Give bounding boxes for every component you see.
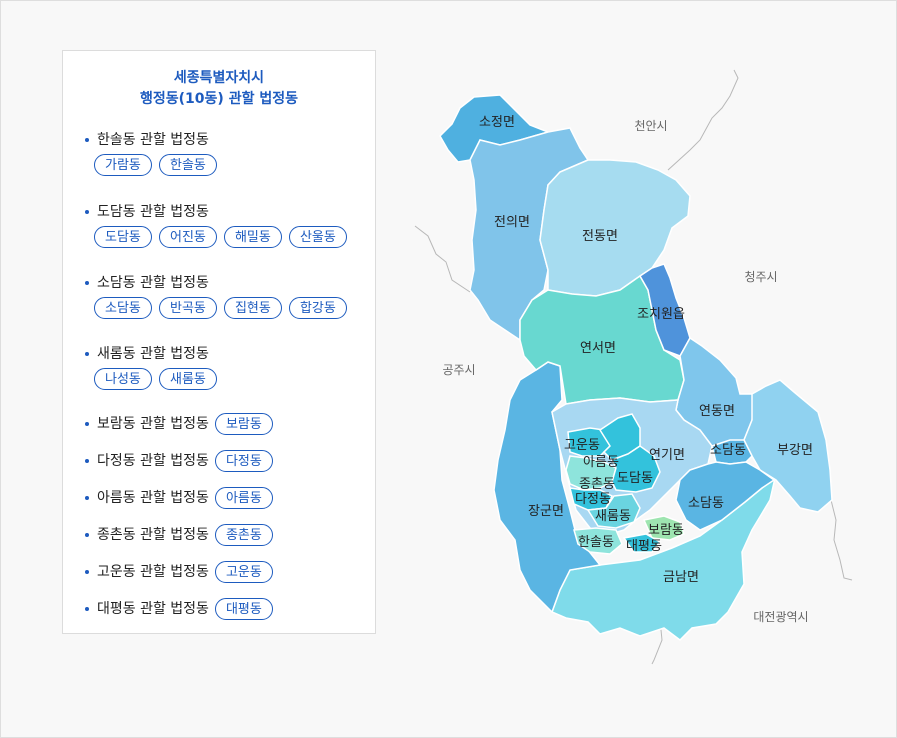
region-dodam[interactable] xyxy=(610,445,661,493)
panel-title-line2: 행정동(10동) 관할 법정동 xyxy=(140,91,298,107)
chip-hapgang[interactable]: 합강동 xyxy=(288,297,347,319)
chip-hansol[interactable]: 한솔동 xyxy=(158,154,217,176)
row-title: 다정동 관할 법정동 xyxy=(85,448,209,474)
chip-bangok[interactable]: 반곡동 xyxy=(158,297,217,319)
row-title: 종촌동 관할 법정동 xyxy=(85,522,209,548)
label-yeonseo: 연서면 xyxy=(580,341,616,356)
region-dajeong[interactable] xyxy=(569,487,614,511)
label-janggun: 장군면 xyxy=(528,504,564,519)
chip-goun[interactable]: 고운동 xyxy=(214,561,273,583)
label-yeongi: 연기면 xyxy=(649,448,685,463)
region-saerom[interactable] xyxy=(586,493,641,529)
label-dodam: 도담동 xyxy=(617,471,653,486)
chip-naseong[interactable]: 나성동 xyxy=(94,368,152,390)
region-geumnam[interactable] xyxy=(551,476,777,641)
row-dajeong: 다정동 관할 법정동 다정동 xyxy=(85,448,275,474)
row-boram: 보람동 관할 법정동 보람동 xyxy=(85,411,275,437)
group-saerom: 새롬동 관할 법정동 나성동 새롬동 xyxy=(85,344,219,390)
row-daepyeong: 대평동 관할 법정동 대평동 xyxy=(85,596,275,622)
label-saerom: 새롬동 xyxy=(595,509,631,524)
chip-garam[interactable]: 가람동 xyxy=(94,154,152,176)
group-dodam: 도담동 관할 법정동 도담동 어진동 해밀동 산울동 xyxy=(85,202,349,248)
region-janggun[interactable] xyxy=(493,361,602,614)
chip-eojin[interactable]: 어진동 xyxy=(158,226,217,248)
row-title: 대평동 관할 법정동 xyxy=(85,596,209,622)
region-daepyeong[interactable] xyxy=(622,533,662,553)
label-yeondong: 연동면 xyxy=(699,404,735,419)
chip-daepyeong[interactable]: 대평동 xyxy=(214,598,273,620)
chip-jongchon[interactable]: 종촌동 xyxy=(214,524,273,546)
chip-sodam[interactable]: 소담동 xyxy=(94,297,152,319)
chip-jiphyeon[interactable]: 집현동 xyxy=(223,297,282,319)
row-title: 고운동 관할 법정동 xyxy=(85,559,209,585)
label-gongju: 공주시 xyxy=(442,363,475,377)
group-title: 한솔동 관할 법정동 xyxy=(85,130,219,150)
group-title: 새롬동 관할 법정동 xyxy=(85,344,219,364)
chip-areum[interactable]: 아름동 xyxy=(214,487,273,509)
label-bugang: 부강면 xyxy=(777,443,813,458)
region-jongchon[interactable] xyxy=(565,455,617,491)
label-sodam-north: 소담동 xyxy=(710,443,746,458)
group-title: 도담동 관할 법정동 xyxy=(85,202,349,222)
region-jeonui[interactable] xyxy=(469,127,590,342)
row-jongchon: 종촌동 관할 법정동 종촌동 xyxy=(85,522,275,548)
panel-title-line1: 세종특별자치시 xyxy=(173,70,265,86)
label-sojeong: 소정면 xyxy=(479,115,515,130)
group-sodam: 소담동 관할 법정동 소담동 반곡동 집현동 합강동 xyxy=(85,273,349,319)
row-title: 보람동 관할 법정동 xyxy=(85,411,209,437)
chip-sanul[interactable]: 산울동 xyxy=(288,226,347,248)
label-cheonan: 천안시 xyxy=(634,118,667,133)
label-jeonui: 전의면 xyxy=(494,215,530,230)
chip-dodam[interactable]: 도담동 xyxy=(94,226,152,248)
region-labels: 소정면 전의면 전동면 조치원읍 연서면 연동면 부강면 소담동 연기면 고운동… xyxy=(479,115,813,585)
label-jongchon: 종촌동 xyxy=(579,477,615,492)
legend-panel: 세종특별자치시 행정동(10동) 관할 법정동 한솔동 관할 법정동 가람동 한… xyxy=(62,50,376,634)
label-hansol: 한솔동 xyxy=(578,535,614,550)
chip-boram[interactable]: 보람동 xyxy=(214,413,273,435)
external-labels: 천안시 청주시 공주시 대전광역시 xyxy=(442,118,808,624)
row-areum: 아름동 관할 법정동 아름동 xyxy=(85,485,275,511)
label-daejeon: 대전광역시 xyxy=(753,610,808,624)
region-hansol[interactable] xyxy=(573,527,623,555)
group-title: 소담동 관할 법정동 xyxy=(85,273,349,293)
region-sodam-south[interactable] xyxy=(675,461,776,531)
label-jeondong: 전동면 xyxy=(582,229,618,244)
chip-saerom[interactable]: 새롬동 xyxy=(158,368,217,390)
label-cheongju: 청주시 xyxy=(744,270,777,284)
label-daepyeong: 대평동 xyxy=(626,539,662,554)
label-geumnam: 금남면 xyxy=(663,570,699,585)
panel-title: 세종특별자치시 행정동(10동) 관할 법정동 xyxy=(63,68,375,110)
label-dajeong: 다정동 xyxy=(575,492,611,507)
row-title: 아름동 관할 법정동 xyxy=(85,485,209,511)
label-goun: 고운동 xyxy=(564,438,600,453)
chip-dajeong[interactable]: 다정동 xyxy=(214,450,273,472)
label-sodam-south: 소담동 xyxy=(688,496,724,511)
external-boundaries xyxy=(414,69,853,665)
group-hansol: 한솔동 관할 법정동 가람동 한솔동 xyxy=(85,130,219,176)
label-boram: 보람동 xyxy=(648,523,684,538)
row-goun: 고운동 관할 법정동 고운동 xyxy=(85,559,275,585)
label-areum: 아름동 xyxy=(583,455,619,470)
label-jochiwon: 조치원읍 xyxy=(637,307,685,322)
chip-haemil[interactable]: 해밀동 xyxy=(223,226,282,248)
